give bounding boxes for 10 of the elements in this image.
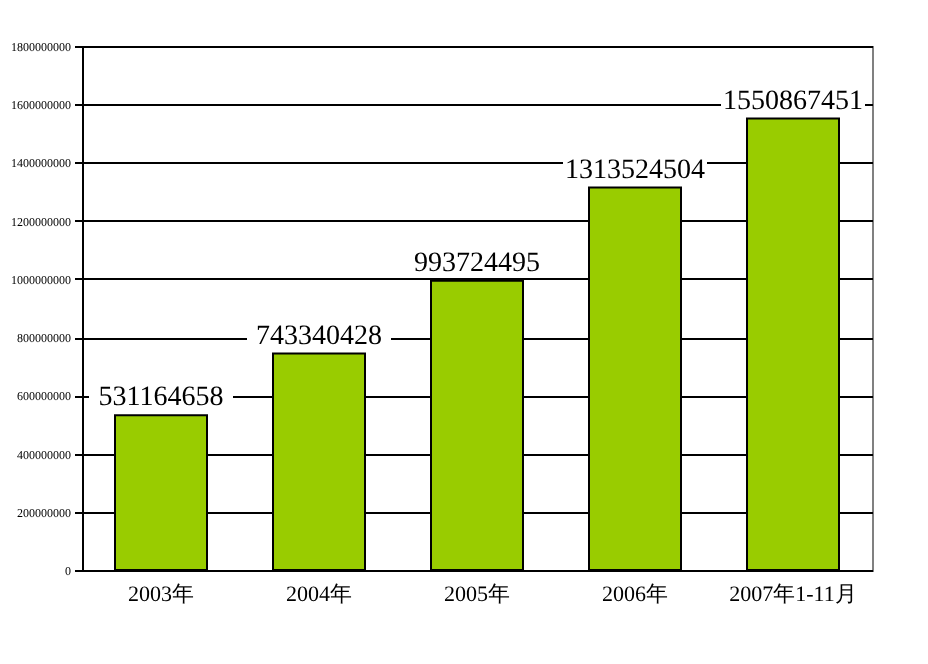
x-tick-label: 2006年 bbox=[602, 583, 668, 607]
x-tick-label: 2007年1-11月 bbox=[729, 583, 857, 607]
data-label: 743340428 bbox=[256, 321, 382, 352]
data-label: 1550867451 bbox=[723, 86, 863, 117]
x-tick-label: 2003年 bbox=[128, 583, 194, 607]
data-label: 531164658 bbox=[98, 383, 224, 414]
x-tick-label: 2005年 bbox=[444, 583, 510, 607]
data-label: 1313524504 bbox=[565, 155, 705, 186]
x-tick-label: 2004年 bbox=[286, 583, 352, 607]
data-label: 993724495 bbox=[414, 248, 540, 279]
